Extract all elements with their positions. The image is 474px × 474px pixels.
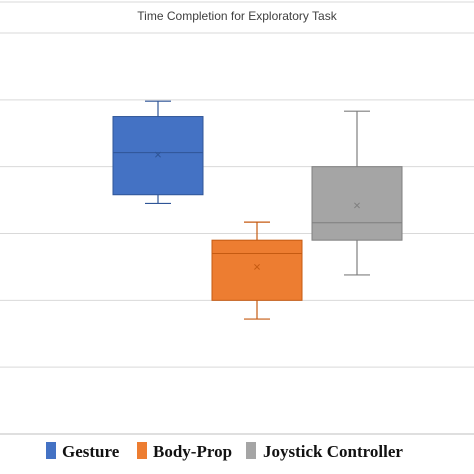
box-body-prop [211,221,303,320]
legend-label: Body-Prop [153,442,232,461]
box-gesture [112,100,204,205]
legend-label: Joystick Controller [263,442,403,461]
mean-marker [354,202,360,209]
box-iqr [112,116,204,196]
legend-item: Joystick Controller [246,442,403,461]
box-iqr [211,239,303,301]
legend-item: Gesture [46,442,120,461]
legend: Gesture Body-Prop Joystick Controller [46,442,403,461]
legend-item: Body-Prop [137,442,232,461]
mean-marker [254,263,260,270]
legend-label: Gesture [62,442,120,461]
mean-marker [155,151,161,158]
legend-swatch [46,442,56,459]
legend-swatch [137,442,147,459]
boxes [112,100,403,320]
legend-swatch [246,442,256,459]
chart-title: Time Completion for Exploratory Task [137,9,337,23]
box-joystick-controller [311,110,403,276]
box-iqr [311,166,403,241]
